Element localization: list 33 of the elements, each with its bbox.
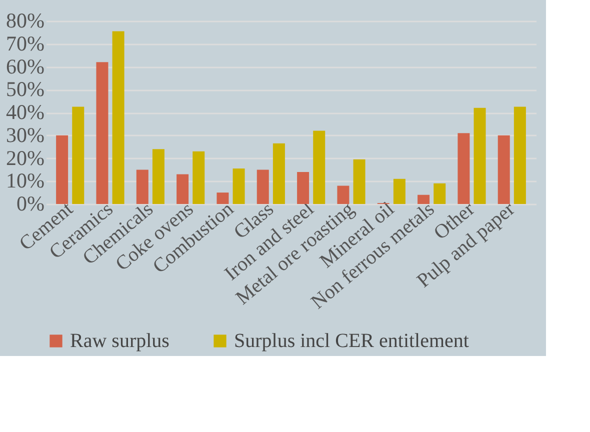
bar [337, 186, 350, 204]
bar [313, 130, 326, 204]
bar [192, 151, 205, 204]
bar [256, 170, 269, 204]
bar [96, 62, 108, 204]
bar [393, 178, 406, 204]
bar [72, 106, 84, 204]
y-tick-label: 60% [6, 54, 44, 78]
bar [353, 159, 366, 204]
y-tick-label: 10% [6, 168, 44, 193]
y-tick-label: 70% [6, 31, 44, 56]
legend-label: Surplus incl CER entitlement [234, 330, 470, 352]
bar [272, 143, 285, 204]
bar [176, 174, 189, 204]
y-tick-label: 40% [6, 100, 44, 124]
y-tick-label: 30% [6, 122, 44, 147]
bar [232, 168, 245, 204]
y-tick-label: 50% [6, 77, 44, 102]
y-tick-label: 80% [6, 8, 44, 32]
legend-label: Raw surplus [70, 330, 170, 352]
bar [297, 172, 310, 204]
y-tick-label: 20% [6, 146, 44, 170]
bar [112, 31, 124, 204]
bar [458, 133, 470, 204]
bar [56, 135, 68, 204]
bar [498, 135, 510, 204]
bar [152, 149, 164, 204]
bar [418, 194, 430, 204]
bar [514, 106, 526, 204]
bar [474, 108, 486, 204]
bar [216, 192, 229, 204]
bar [136, 170, 148, 204]
bar [434, 183, 446, 204]
